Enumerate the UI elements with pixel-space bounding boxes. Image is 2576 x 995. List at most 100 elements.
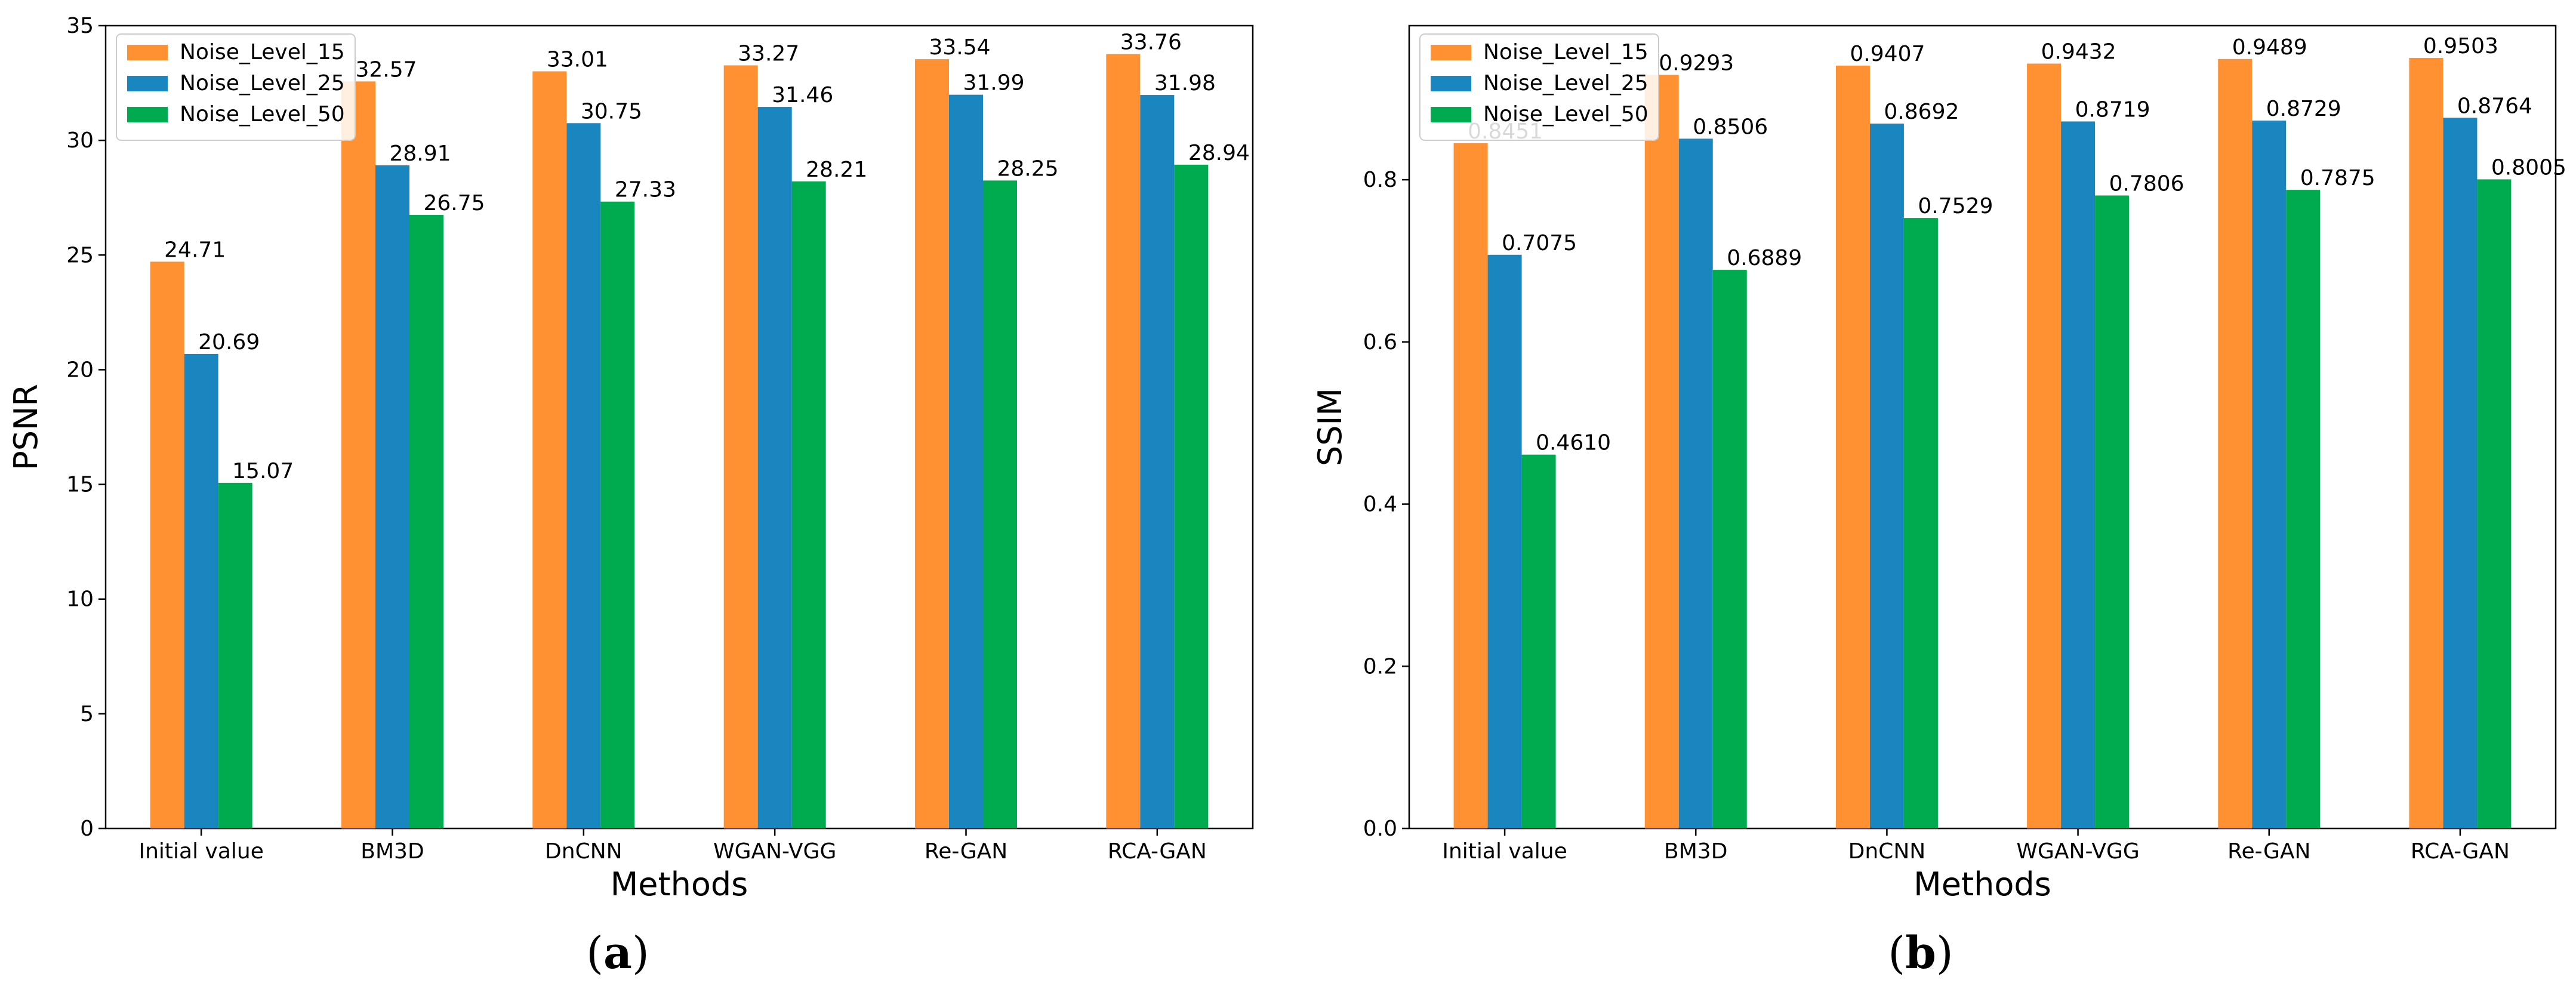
data-label: 0.7875 bbox=[2300, 166, 2375, 190]
bar-noise-level-25 bbox=[1678, 138, 1713, 829]
y-tick-label: 0 bbox=[80, 817, 94, 841]
bar-noise-level-50 bbox=[1712, 270, 1747, 828]
y-tick-label: 0.0 bbox=[1363, 817, 1397, 841]
y-tick-label: 30 bbox=[66, 128, 94, 153]
legend-swatch bbox=[1431, 45, 1471, 60]
legend-swatch bbox=[127, 45, 168, 60]
y-tick-label: 0.8 bbox=[1363, 168, 1397, 192]
data-label: 0.9293 bbox=[1659, 51, 1734, 75]
y-axis-label: SSIM bbox=[1311, 388, 1349, 466]
data-label: 15.07 bbox=[232, 459, 294, 483]
bar-noise-level-15 bbox=[915, 59, 949, 828]
data-label: 33.76 bbox=[1120, 30, 1182, 55]
x-tick-label: Re-GAN bbox=[925, 839, 1007, 864]
y-tick-label: 20 bbox=[66, 358, 94, 382]
legend-swatch bbox=[1431, 76, 1471, 91]
bar-noise-level-15 bbox=[532, 71, 567, 828]
bar-noise-level-25 bbox=[1487, 254, 1522, 828]
data-label: 33.54 bbox=[929, 35, 991, 60]
x-tick-label: RCA-GAN bbox=[2411, 839, 2510, 864]
data-label: 28.94 bbox=[1188, 141, 1250, 165]
data-label: 33.27 bbox=[738, 41, 799, 66]
data-label: 0.8719 bbox=[2075, 97, 2150, 122]
bar-noise-level-15 bbox=[150, 261, 184, 828]
x-tick-label: DnCNN bbox=[1848, 839, 1926, 864]
x-tick-label: Initial value bbox=[138, 839, 263, 864]
y-tick-label: 5 bbox=[80, 702, 94, 726]
bar-noise-level-25 bbox=[375, 165, 409, 828]
legend-label: Noise_Level_50 bbox=[180, 102, 345, 127]
y-tick-label: 25 bbox=[66, 243, 94, 267]
x-tick-label: WGAN-VGG bbox=[2016, 839, 2139, 864]
x-tick-label: Re-GAN bbox=[2227, 839, 2310, 864]
x-axis-label: Methods bbox=[611, 865, 748, 903]
data-label: 0.8764 bbox=[2457, 94, 2532, 118]
data-label: 33.01 bbox=[547, 47, 608, 72]
x-tick-label: BM3D bbox=[1664, 839, 1727, 864]
bar-noise-level-50 bbox=[600, 201, 635, 829]
legend-label: Noise_Level_15 bbox=[180, 40, 345, 64]
bar-noise-level-50 bbox=[791, 181, 826, 829]
y-tick-label: 15 bbox=[66, 473, 94, 497]
legend-swatch bbox=[1431, 107, 1471, 122]
data-label: 0.8729 bbox=[2266, 97, 2341, 121]
legend: Noise_Level_15 Noise_Level_25 Noise_Level_… bbox=[1419, 33, 1659, 141]
y-tick-label: 0.4 bbox=[1363, 492, 1397, 517]
data-label: 0.9407 bbox=[1850, 42, 1925, 66]
data-label: 30.75 bbox=[581, 99, 642, 124]
data-label: 0.8506 bbox=[1693, 115, 1768, 139]
data-label: 0.9503 bbox=[2423, 34, 2498, 58]
data-label: 31.99 bbox=[963, 71, 1025, 96]
bar-noise-level-25 bbox=[184, 353, 218, 828]
data-label: 0.7529 bbox=[1918, 194, 1993, 218]
y-tick-label: 10 bbox=[66, 587, 94, 612]
bar-noise-level-50 bbox=[218, 482, 252, 828]
bar-noise-level-15 bbox=[2218, 58, 2253, 828]
bar-noise-level-50 bbox=[2286, 190, 2321, 828]
bar-noise-level-25 bbox=[1869, 124, 1904, 828]
data-label: 0.8005 bbox=[2491, 155, 2566, 180]
data-label: 31.46 bbox=[772, 83, 833, 107]
data-label: 20.69 bbox=[198, 330, 260, 355]
legend-label: Noise_Level_50 bbox=[1483, 102, 1648, 127]
data-label: 28.21 bbox=[806, 158, 867, 182]
caption-b: (b) bbox=[1888, 928, 1953, 979]
bar-noise-level-50 bbox=[409, 215, 443, 829]
data-label: 0.9432 bbox=[2041, 40, 2116, 64]
bar-noise-level-15 bbox=[1453, 143, 1488, 828]
x-tick-label: WGAN-VGG bbox=[713, 839, 836, 864]
bar-noise-level-50 bbox=[2095, 195, 2130, 828]
data-label: 0.7806 bbox=[2109, 171, 2184, 196]
y-tick-label: 0.6 bbox=[1363, 330, 1397, 355]
x-tick-label: RCA-GAN bbox=[1108, 839, 1207, 864]
x-tick-label: Initial value bbox=[1442, 839, 1567, 864]
bar-noise-level-25 bbox=[2443, 118, 2478, 829]
data-label: 0.6889 bbox=[1727, 246, 1802, 270]
bar-noise-level-50 bbox=[1521, 454, 1556, 828]
bar-noise-level-25 bbox=[566, 123, 601, 829]
bar-noise-level-50 bbox=[983, 180, 1017, 829]
bar-noise-level-50 bbox=[2477, 179, 2512, 828]
bar-noise-level-15 bbox=[2027, 63, 2062, 829]
bar-noise-level-25 bbox=[949, 94, 983, 828]
x-tick-label: DnCNN bbox=[545, 839, 623, 864]
bar-noise-level-25 bbox=[757, 107, 792, 829]
bar-noise-level-15 bbox=[1835, 65, 1870, 829]
plot-frame bbox=[1408, 24, 2557, 830]
x-tick-label: BM3D bbox=[360, 839, 424, 864]
plot-frame bbox=[104, 24, 1254, 830]
legend-frame bbox=[1419, 33, 1659, 141]
data-label: 32.57 bbox=[356, 57, 417, 82]
y-tick-label: 35 bbox=[66, 14, 94, 38]
data-label: 0.4610 bbox=[1536, 431, 1611, 455]
data-label: 0.8692 bbox=[1884, 100, 1959, 124]
legend-frame bbox=[116, 33, 356, 141]
data-label: 31.98 bbox=[1154, 71, 1216, 96]
caption-a: (a) bbox=[586, 928, 649, 979]
bar-noise-level-25 bbox=[1140, 95, 1175, 828]
bar-noise-level-15 bbox=[341, 81, 375, 828]
legend: Noise_Level_15 Noise_Level_25 Noise_Level_… bbox=[116, 33, 356, 141]
data-label: 28.25 bbox=[997, 156, 1059, 181]
legend-label: Noise_Level_25 bbox=[180, 71, 345, 96]
